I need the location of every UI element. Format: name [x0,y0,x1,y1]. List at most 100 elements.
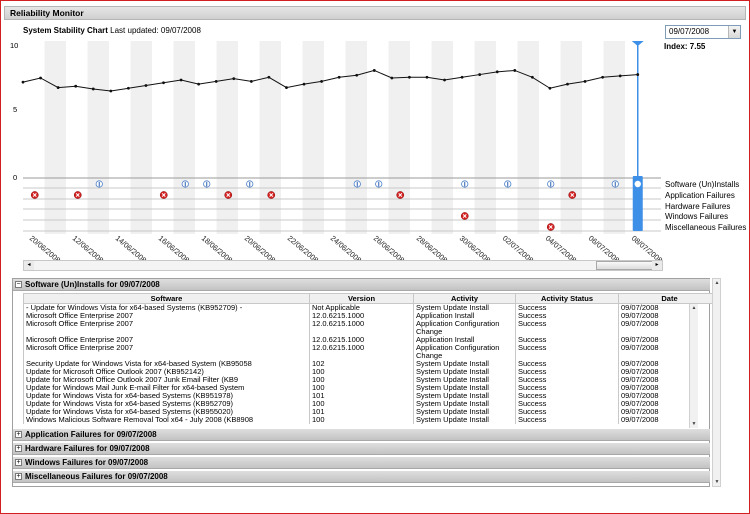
expand-icon[interactable]: + [15,445,22,452]
cell-activity: System Update Install [413,400,516,408]
column-header-version[interactable]: Version [309,293,414,304]
table-row[interactable]: Update for Microsoft Office Outlook 2007… [23,376,721,384]
day-column-band [431,41,453,234]
day-column-band [474,41,496,234]
cell-activity: Application Configuration Change [413,344,516,360]
stability-index-point [126,86,130,90]
stability-index-point [320,80,323,83]
cell-activity: System Update Install [413,392,516,400]
x-date-label: 26/06/2008 [372,234,407,263]
details-vertical-scrollbar[interactable]: ▲ ▼ [712,278,721,487]
table-row[interactable]: Update for Windows Mail Junk E-mail Filt… [23,384,721,392]
day-column-band [109,41,131,234]
cell-date: 09/07/2008 [618,344,721,360]
stability-index-point [162,81,165,85]
category-label-software: Software (Un)Installs [665,180,740,189]
table-row[interactable]: Microsoft Office Enterprise 2007 12.0.621… [23,344,721,360]
cell-version: 12.0.6215.1000 [309,344,414,360]
stability-index-point [355,73,359,77]
info-icon [634,180,641,188]
collapse-icon[interactable]: − [15,281,22,288]
cell-version: 100 [309,376,414,384]
cell-activity: System Update Install [413,408,516,416]
table-row[interactable]: Update for Windows Vista for x64-based S… [23,392,721,400]
table-row[interactable]: Update for Windows Vista for x64-based S… [23,400,721,408]
cell-status: Success [515,408,619,416]
expand-icon[interactable]: + [15,473,22,480]
x-date-label: 22/06/2008 [286,234,321,263]
table-header-row: Software Version Activity Activity Statu… [23,293,721,304]
x-date-label: 04/07/2008 [544,234,579,263]
stability-index-point [214,80,218,83]
table-row[interactable]: Microsoft Office Enterprise 2007 12.0.621… [23,312,721,320]
date-dropdown[interactable]: 09/07/2008 ▼ [665,25,741,39]
scroll-right-icon[interactable]: ▸ [652,261,662,270]
software-table: Software Version Activity Activity Statu… [23,293,721,424]
table-row[interactable]: Update for Microsoft Office Outlook 2007… [23,368,721,376]
section-hardware-failures[interactable]: + Hardware Failures for 09/07/2008 [13,443,710,455]
section-misc-failures[interactable]: + Miscellaneous Failures for 09/07/2008 [13,471,710,483]
cell-status: Success [515,320,619,336]
stability-index-point [372,69,376,72]
day-column-band [388,41,410,234]
stability-index-point [56,86,60,89]
scroll-thumb[interactable] [596,261,653,270]
section-application-failures[interactable]: + Application Failures for 09/07/2008 [13,429,710,441]
stability-index-point [583,80,587,83]
scroll-left-icon[interactable]: ◂ [24,261,34,270]
scroll-down-icon[interactable]: ▼ [714,479,720,485]
cell-version: 101 [309,408,414,416]
scroll-down-icon[interactable]: ▼ [691,421,697,427]
stability-index-point [39,76,42,80]
x-date-label: 08/07/2008 [630,234,665,263]
cell-date: 09/07/2008 [618,303,721,312]
day-column-band [560,41,582,234]
cell-activity: Application Install [413,312,516,320]
column-header-activity[interactable]: Activity [413,293,516,304]
table-row[interactable]: Microsoft Office Enterprise 2007 12.0.621… [23,336,721,344]
chevron-down-icon[interactable]: ▼ [728,26,740,38]
stability-index-point [636,73,640,76]
table-row[interactable]: Microsoft Office Enterprise 2007 12.0.621… [23,320,721,336]
stability-index-point [513,69,517,72]
x-date-label: 30/06/2008 [458,234,493,263]
software-table-body: - Update for Windows Vista for x64-based… [23,303,721,424]
cell-date: 09/07/2008 [618,368,721,376]
cell-status: Success [515,400,619,408]
x-date-label: 20/06/2008 [243,234,278,263]
day-column-band [44,41,66,234]
table-row[interactable]: Security Update for Windows Vista for x6… [23,360,721,368]
section-software-installs[interactable]: − Software (Un)Installs for 09/07/2008 [13,279,710,291]
cell-date: 09/07/2008 [618,376,721,384]
cell-status: Success [515,360,619,368]
stability-index-line [22,69,638,92]
x-date-label: 12/06/2008 [71,234,106,263]
x-date-label: 16/06/2008 [157,234,192,263]
cell-software: Update for Windows Mail Junk E-mail Filt… [23,384,310,392]
error-icon-glyph [32,193,37,197]
error-icon-glyph [226,193,231,197]
cell-activity: System Update Install [413,368,516,376]
expand-icon[interactable]: + [15,431,22,438]
table-row[interactable]: Windows Malicious Software Removal Tool … [23,416,721,424]
expand-icon[interactable]: + [15,459,22,466]
stability-index-point [618,74,622,78]
column-header-status[interactable]: Activity Status [515,293,619,304]
stability-index-point [566,82,569,86]
day-column-band [302,41,324,234]
scroll-up-icon[interactable]: ▲ [691,305,697,311]
table-row[interactable]: - Update for Windows Vista for x64-based… [23,303,721,312]
scroll-up-icon[interactable]: ▲ [714,280,720,286]
cell-date: 09/07/2008 [618,360,721,368]
section-windows-failures[interactable]: + Windows Failures for 09/07/2008 [13,457,710,469]
cell-version: Not Applicable [309,303,414,312]
stability-index-point [337,75,341,79]
table-vertical-scrollbar[interactable]: ▲ ▼ [689,304,698,428]
column-header-software[interactable]: Software [23,293,310,304]
chart-horizontal-scrollbar[interactable]: ◂ ▸ [23,260,663,271]
stability-chart[interactable]: 20/06/2008 12/06/2008 14/06/2008 16/06/2008… [1,1,750,263]
cell-status: Success [515,384,619,392]
table-row[interactable]: Update for Windows Vista for x64-based S… [23,408,721,416]
column-header-date[interactable]: Date [618,293,721,304]
stability-index-point [74,84,78,88]
